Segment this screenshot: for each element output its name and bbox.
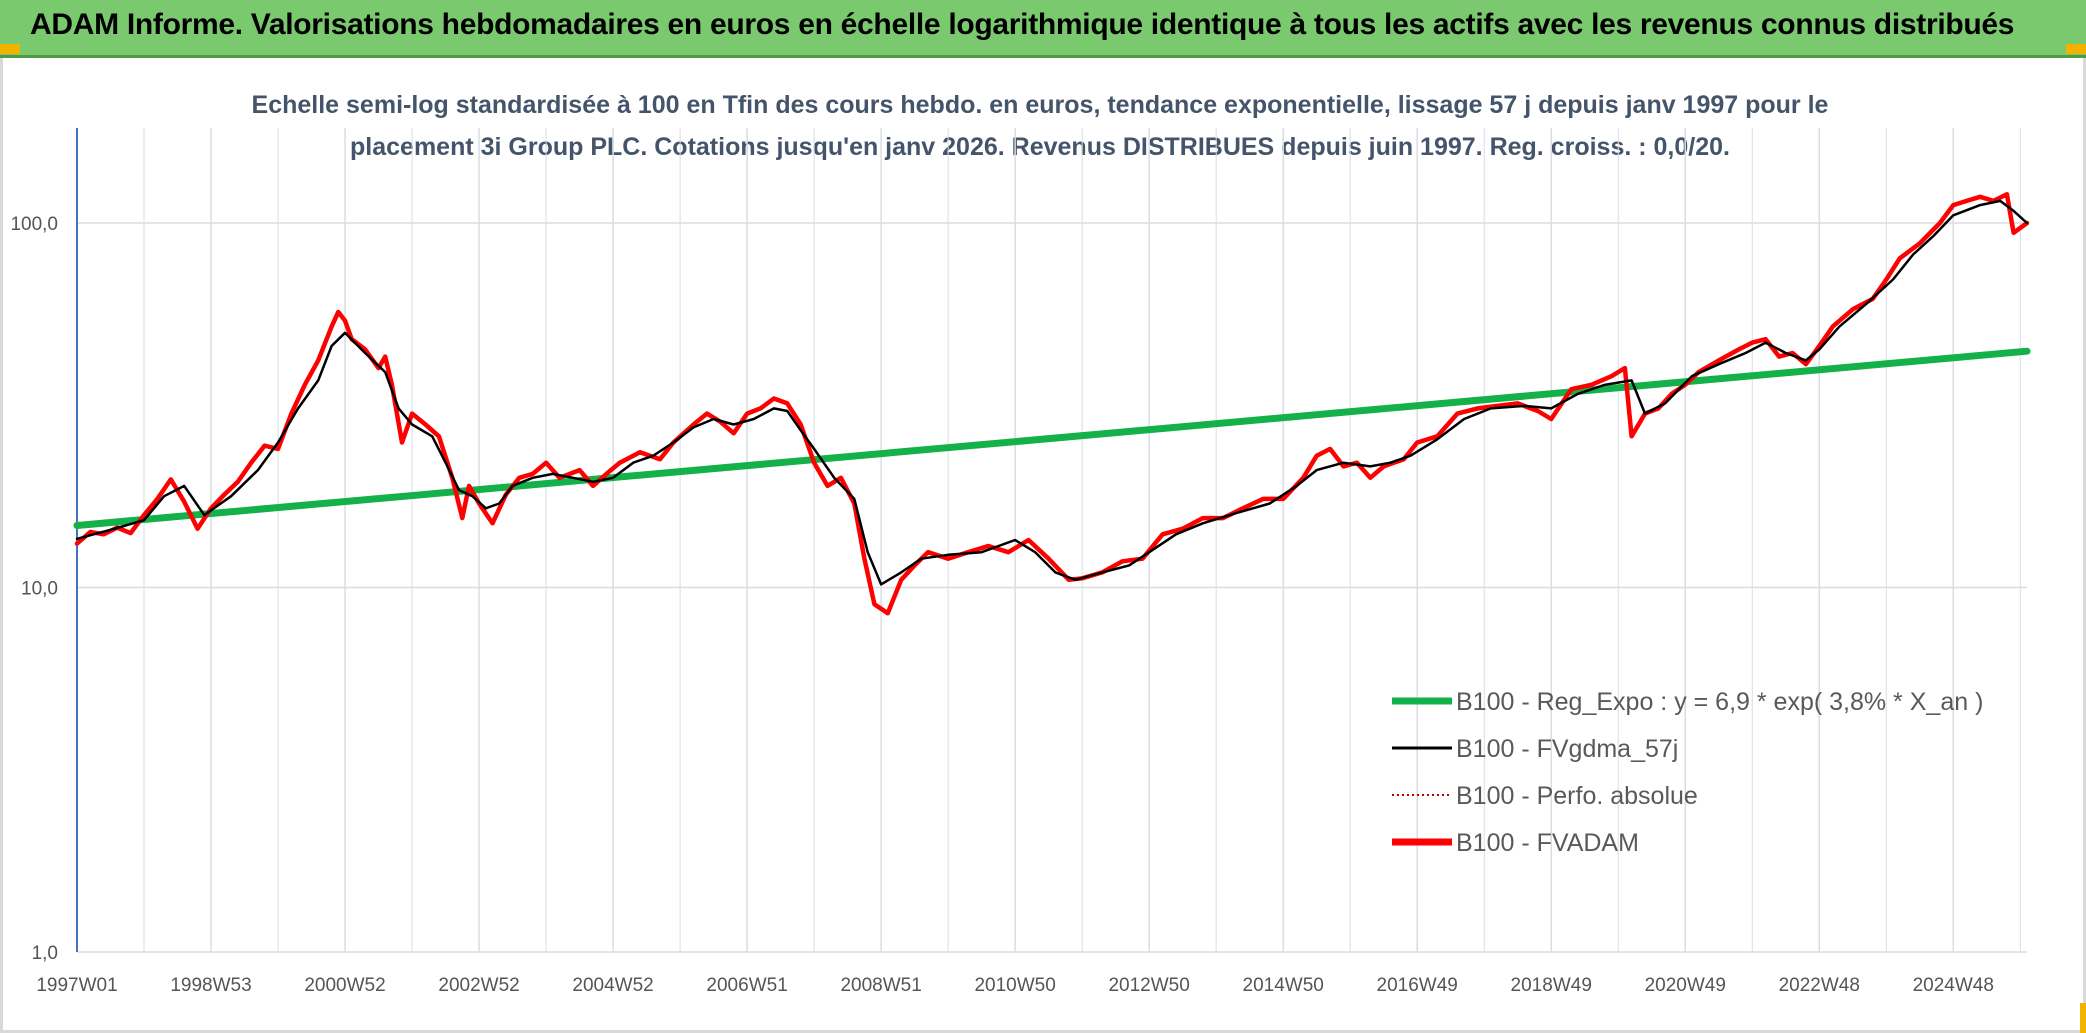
- x-tick-label: 2010W50: [974, 975, 1055, 996]
- x-tick-label: 2020W49: [1645, 975, 1726, 996]
- x-tick-label: 2022W48: [1779, 975, 1860, 996]
- series-layer: [73, 191, 2031, 616]
- chart-subtitle: Echelle semi-log standardisée à 100 en T…: [220, 84, 1860, 168]
- x-tick-label: 2012W50: [1108, 975, 1189, 996]
- series-line-smooth: [75, 199, 2029, 586]
- x-tick-label: 2000W52: [304, 975, 385, 996]
- subtitle-line-2: placement 3i Group PLC. Cotations jusqu'…: [350, 133, 1730, 161]
- page-title: ADAM Informe. Valorisations hebdomadaire…: [30, 8, 2015, 41]
- series-line-trend: [73, 347, 2031, 529]
- legend-label-adam: B100 - FVADAM: [1456, 829, 1639, 857]
- subtitle-line-1: Echelle semi-log standardisée à 100 en T…: [251, 91, 1829, 119]
- x-tick-label: 2024W48: [1913, 975, 1994, 996]
- legend: B100 - Reg_Expo : y = 6,9 * exp( 3,8% * …: [1392, 688, 1983, 857]
- y-tick-label: 100,0: [10, 214, 58, 235]
- title-banner: ADAM Informe. Valorisations hebdomadaire…: [0, 0, 2086, 58]
- y-tick-label: 1,0: [32, 943, 58, 964]
- x-tick-label: 2002W52: [438, 975, 519, 996]
- x-tick-label: 2018W49: [1511, 975, 1592, 996]
- x-axis-labels: 1997W01 1998W53 2000W52 2002W52 2004W52 2006W…: [36, 975, 1994, 996]
- x-tick-label: 2008W51: [840, 975, 921, 996]
- corner-marker-left: [0, 44, 20, 54]
- legend-label-perf: B100 - Perfo. absolue: [1456, 782, 1698, 810]
- x-tick-label: 1997W01: [36, 975, 117, 996]
- y-tick-label: 10,0: [21, 579, 58, 600]
- x-tick-label: 2014W50: [1243, 975, 1324, 996]
- corner-marker-bottom: [2080, 1003, 2086, 1033]
- x-tick-label: 2006W51: [706, 975, 787, 996]
- x-tick-label: 1998W53: [170, 975, 251, 996]
- x-tick-label: 2004W52: [572, 975, 653, 996]
- x-tick-label: 2016W49: [1377, 975, 1458, 996]
- corner-marker-right: [2066, 44, 2086, 54]
- grid: [76, 128, 2027, 953]
- legend-label-trend: B100 - Reg_Expo : y = 6,9 * exp( 3,8% * …: [1456, 688, 1983, 716]
- y-axis-labels: 1,0 10,0 100,0: [10, 214, 58, 964]
- series-line-adam: [74, 191, 2030, 616]
- legend-label-smooth: B100 - FVgdma_57j: [1456, 735, 1678, 763]
